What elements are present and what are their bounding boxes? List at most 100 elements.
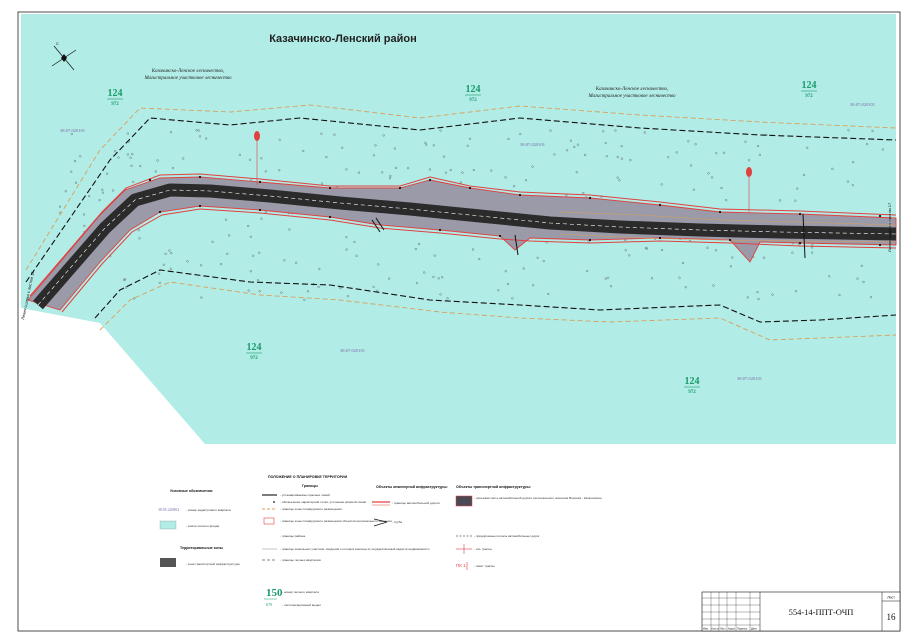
forest-symbol <box>497 289 500 292</box>
forest-symbol <box>504 270 507 273</box>
forest-symbol <box>158 281 161 284</box>
forest-symbol <box>306 290 310 293</box>
forest-symbol <box>573 145 576 148</box>
svg-text:972: 972 <box>250 356 258 361</box>
forest-symbol <box>507 282 510 286</box>
svg-text:- номер лесного квартала: - номер лесного квартала <box>282 590 319 594</box>
forest-symbol <box>377 263 380 266</box>
svg-text:124: 124 <box>802 80 817 91</box>
cadastral-number: 38:07:020101 <box>520 142 545 147</box>
legend-zones-title: Территориальные зоны <box>180 546 223 550</box>
forest-symbol <box>101 191 104 194</box>
forest-symbol <box>856 277 859 280</box>
svg-text:972: 972 <box>111 102 119 107</box>
forest-symbol <box>449 169 452 172</box>
red-line-point <box>498 234 502 238</box>
forest-symbol <box>871 129 874 132</box>
planned-zone-boundary <box>25 117 897 323</box>
forest-symbol <box>802 173 805 177</box>
forest-symbol <box>847 129 850 132</box>
forest-quarter-label: 124 972 <box>801 80 817 99</box>
red-line-point <box>878 214 882 218</box>
red-line-point <box>718 210 722 214</box>
forest-symbol <box>881 148 884 151</box>
forest-symbol <box>333 133 336 136</box>
match-line-right: Линия сшивки с листом 17 <box>887 202 892 252</box>
forest-symbol <box>407 167 410 170</box>
cadastral-number: 38:07:020101 <box>850 102 875 107</box>
red-line-point <box>258 208 262 212</box>
forest-symbol <box>303 298 306 301</box>
legend-boundaries-title: Границы <box>302 484 318 488</box>
svg-text:Дата: Дата <box>751 627 757 631</box>
right-of-way <box>27 176 897 311</box>
legend: Условные обозначения: 38:05:220802 - ном… <box>158 475 602 607</box>
forest-symbol <box>278 169 281 172</box>
north-arrow-icon: С <box>51 41 77 71</box>
red-line-point <box>198 175 202 179</box>
forest-symbol <box>624 249 627 252</box>
forest-symbol <box>260 217 263 220</box>
forest-symbol <box>513 185 516 188</box>
legend-quarter-sample-sub: 670 <box>266 602 272 607</box>
svg-text:- границы района: - границы района <box>280 534 305 538</box>
svg-text:972: 972 <box>805 94 813 99</box>
forest-symbol <box>137 229 140 232</box>
forest-symbol <box>164 252 167 255</box>
forest-symbol <box>616 176 619 179</box>
forest-symbol <box>532 284 535 287</box>
forest-symbol <box>582 191 585 195</box>
forest-symbol <box>195 129 198 132</box>
forest-symbol <box>168 249 171 252</box>
svg-text:- проезжая часть автомобильной: - проезжая часть автомобильной дороги ре… <box>474 496 602 500</box>
roadside-strip <box>559 211 897 243</box>
forest-symbol <box>260 157 263 160</box>
forest-symbol <box>531 165 534 168</box>
forest-symbol <box>466 144 469 147</box>
forest-symbol <box>731 256 734 259</box>
forest-symbol <box>744 140 747 143</box>
forestry-label-left-line2: Магистральное участковое лесничество <box>143 76 232 81</box>
forest-symbol <box>778 199 782 202</box>
forest-symbol <box>88 195 91 198</box>
title-block: Изм. Кол.уч Лист №док Подпись Дата 554-1… <box>701 591 901 632</box>
forest-symbol <box>125 286 128 289</box>
forest-symbol <box>226 252 229 255</box>
forest-symbol <box>247 289 250 292</box>
forest-symbol <box>64 190 67 193</box>
forest-symbol <box>610 285 613 288</box>
forestry-label-right-line2: Магистральное участковое лесничество <box>587 94 676 99</box>
forest-symbol <box>169 131 173 134</box>
forest-symbol <box>791 251 794 254</box>
forestry-label-right-line1: Казачинско-Ленское лесничество, <box>595 87 668 92</box>
forest-symbol <box>320 132 323 135</box>
forest-symbol <box>620 145 623 148</box>
forest-symbol <box>74 160 77 163</box>
forest-symbol <box>345 168 348 171</box>
forest-symbol <box>794 199 797 202</box>
forest-symbol <box>511 297 514 300</box>
forest-symbol <box>566 149 569 152</box>
forest-symbol <box>618 179 621 182</box>
forest-quarter-label: 124 972 <box>684 376 700 395</box>
red-line-point <box>328 186 332 190</box>
forest-symbol <box>395 166 398 169</box>
forest-symbol <box>257 279 260 282</box>
forest-symbol <box>200 264 203 267</box>
forest-symbol <box>70 132 73 136</box>
forest-symbol <box>345 248 348 251</box>
forest-symbol <box>101 188 104 191</box>
forest-symbol <box>811 251 814 254</box>
forest-symbol <box>357 171 361 174</box>
forest-symbol <box>852 161 855 164</box>
forest-symbol <box>461 171 464 174</box>
forest-symbol <box>374 144 377 147</box>
forest-symbol <box>838 293 841 296</box>
forest-symbol <box>170 252 173 255</box>
forest-symbol <box>415 282 419 285</box>
svg-text:- границы зоны планируемого ра: - границы зоны планируемого размещения о… <box>280 519 392 523</box>
red-line-point <box>588 238 592 242</box>
forest-symbol <box>478 257 481 261</box>
red-line-point <box>798 241 802 245</box>
forest-symbol <box>604 277 607 280</box>
